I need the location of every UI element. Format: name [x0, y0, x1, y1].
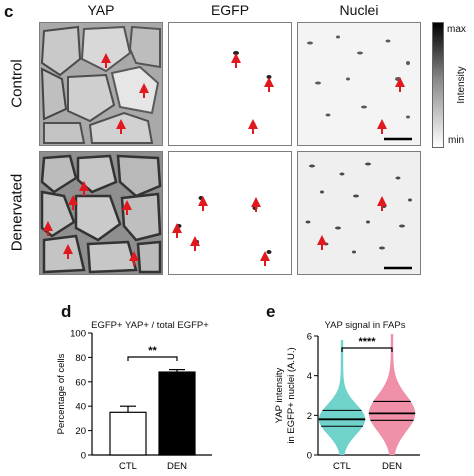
y-tick-label-d: 20 [75, 426, 86, 437]
significance-e: **** [358, 336, 376, 348]
y-tick-label-e: 0 [307, 451, 312, 462]
violin-den [368, 334, 416, 455]
violin-ctl [318, 339, 366, 455]
x-tick-label-d: CTL [119, 461, 137, 472]
bar-den [158, 371, 196, 456]
colorbar-max-label: max [447, 24, 466, 35]
significance-d: ** [148, 345, 157, 357]
significance-bracket-e [341, 347, 393, 352]
chart-e-ylabel-line2: in EGFP+ nuclei (A.U.) [286, 347, 297, 443]
micrograph-denervated-nuclei [297, 151, 421, 275]
y-tick-label-e: 6 [307, 332, 312, 343]
intensity-colorbar [432, 22, 444, 148]
x-tick-label-d: DEN [167, 461, 187, 472]
column-header-egfp: EGFP [210, 2, 250, 18]
column-header-nuclei: Nuclei [339, 2, 379, 18]
chart-e-title: YAP signal in FAPs [324, 320, 406, 331]
micrograph-control-yap [39, 22, 163, 146]
x-tick-label-e: DEN [382, 461, 402, 472]
chart-d-ylabel: Percentage of cells [56, 353, 67, 434]
panel-c-letter: c [4, 2, 14, 21]
y-tick-label-d: 0 [81, 451, 86, 462]
y-tick-label-d: 60 [75, 377, 86, 388]
micrograph-denervated-egfp [168, 151, 292, 275]
panel-e-letter: e [266, 302, 276, 321]
significance-bracket-d [127, 356, 178, 361]
micrograph-control-nuclei [297, 22, 421, 146]
y-tick-label-e: 4 [307, 371, 312, 382]
y-tick-label-d: 100 [70, 329, 86, 340]
chart-d-title: EGFP+ YAP+ / total EGFP+ [91, 320, 209, 331]
bar-ctl [109, 411, 147, 456]
panel-d-letter: d [61, 302, 72, 321]
chart-e-ylabel-line1: YAP intensity [274, 367, 285, 423]
x-tick-label-e: CTL [333, 461, 351, 472]
colorbar-min-label: min [448, 135, 465, 146]
micrograph-denervated-yap [39, 151, 163, 275]
y-tick-label-e: 2 [307, 411, 312, 422]
y-tick-label-d: 80 [75, 353, 86, 364]
column-header-yap: YAP [87, 2, 115, 18]
y-tick-label-d: 40 [75, 402, 86, 413]
